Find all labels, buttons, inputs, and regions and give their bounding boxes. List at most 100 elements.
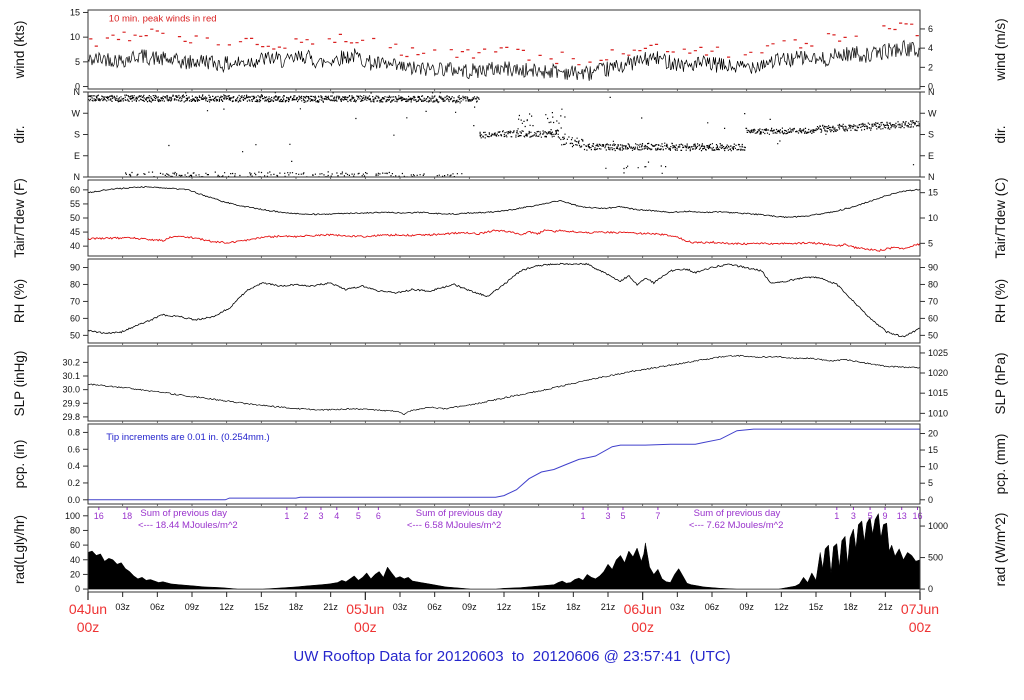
cum-label: 18 xyxy=(122,511,132,521)
time-label-minor: 15z xyxy=(254,602,269,612)
wind-plot-area xyxy=(88,22,920,81)
rad-annotation-4: Sum of previous day xyxy=(694,508,781,519)
ytick-left-label: 5 xyxy=(75,57,80,67)
series-wind-direction-band6 xyxy=(587,142,746,152)
time-label-minor: 09z xyxy=(739,602,754,612)
ytick-left-label: W xyxy=(72,108,81,118)
series-wind-direction-band9 xyxy=(815,120,920,133)
series-wind-direction-band0 xyxy=(88,94,480,104)
time-label-hour: 00z xyxy=(909,619,932,635)
time-label-date: 04Jun xyxy=(69,601,107,617)
time-label-date: 07Jun xyxy=(901,601,939,617)
panel-wind: 10 min. peak winds in red 0 5 10 15 0 2 4 6 wind … xyxy=(12,7,1008,91)
time-label-minor: 03z xyxy=(670,602,685,612)
chart-title: UW Rooftop Data for 20120603 to 20120606… xyxy=(293,648,731,665)
axis-title-left: pcp. (in) xyxy=(12,440,27,489)
time-label-minor: 12z xyxy=(219,602,234,612)
ytick-left-label: 30.0 xyxy=(62,385,80,395)
time-label-minor: 18z xyxy=(843,602,858,612)
ytick-left-label: 40 xyxy=(70,555,80,565)
ytick-right-label: S xyxy=(928,130,934,140)
time-label-minor: 18z xyxy=(289,602,304,612)
series-wind-speed xyxy=(88,39,920,81)
ytick-left-label: N xyxy=(74,172,81,182)
series-wind-direction-band2 xyxy=(479,129,559,139)
cum-label: 2 xyxy=(303,511,308,521)
cum-label: 1 xyxy=(581,511,586,521)
ytick-left-label: 80 xyxy=(70,525,80,535)
axis-title-right: rad (W/m^2) xyxy=(993,513,1008,587)
ytick-right-label: 1025 xyxy=(928,348,948,358)
rad-annotation-1: <--- 18.44 MJoules/m^2 xyxy=(138,520,238,531)
axis-title-right: wind (m/s) xyxy=(993,18,1008,81)
cum-label: 1 xyxy=(284,511,289,521)
ytick-left-label: N xyxy=(74,87,81,97)
cum-label: 7 xyxy=(655,511,660,521)
cum-label: 16 xyxy=(912,511,922,521)
pcp-annotation-0: Tip increments are 0.01 in. (0.254mm.) xyxy=(106,432,269,443)
ytick-right-label: 10 xyxy=(928,213,938,223)
ytick-right-label: 0 xyxy=(928,495,933,505)
panel-slp: 29.8 29.9 30.0 30.1 30.2 1010 1015 1020 1025 SLP … xyxy=(12,345,1008,423)
cum-label: 6 xyxy=(376,511,381,521)
pcp-plot-area xyxy=(88,428,920,501)
rh-border xyxy=(87,258,921,344)
panel-rad: Sum of previous day <--- 18.44 MJoules/m^… xyxy=(12,506,1008,594)
axis-title-right: dir. xyxy=(993,125,1008,143)
panel-pcp: Tip increments are 0.01 in. (0.254mm.) 0.… xyxy=(12,423,1008,506)
slp-plot-area xyxy=(88,354,920,416)
ytick-left-label: 20 xyxy=(70,569,80,579)
series-air-temperature xyxy=(88,186,920,219)
ytick-left-label: 0.4 xyxy=(67,461,80,471)
rad-annotation-2: Sum of previous day xyxy=(416,508,503,519)
ytick-right-label: E xyxy=(928,151,934,161)
time-label-minor: 09z xyxy=(185,602,200,612)
time-label-minor: 18z xyxy=(566,602,581,612)
ytick-left-label: 60 xyxy=(70,185,80,195)
ytick-left-label: 60 xyxy=(70,313,80,323)
axis-title-left: wind (kts) xyxy=(12,21,27,80)
ytick-right-label: 4 xyxy=(928,43,933,53)
ytick-right-label: 20 xyxy=(928,429,938,439)
time-label-minor: 06z xyxy=(705,602,720,612)
ytick-left-label: 0 xyxy=(75,584,80,594)
ytick-right-label: 5 xyxy=(928,238,933,248)
cum-label: 3 xyxy=(605,511,610,521)
ytick-right-label: W xyxy=(928,108,937,118)
ytick-left-label: 40 xyxy=(70,241,80,251)
ytick-left-label: 0 xyxy=(75,82,80,92)
cum-label: 13 xyxy=(897,511,907,521)
time-label-hour: 00z xyxy=(354,619,377,635)
panel-temp: 40 45 50 55 60 5 10 15 Tair/Tdew (F) Tair/Tdew (C… xyxy=(12,177,1008,258)
ytick-right-label: 10 xyxy=(928,462,938,472)
time-label-minor: 06z xyxy=(150,602,165,612)
series-relative-humidity xyxy=(88,262,920,338)
axis-title-right: pcp. (mm) xyxy=(993,434,1008,495)
rh-plot-area xyxy=(88,262,920,338)
cum-label: 3 xyxy=(318,511,323,521)
ytick-left-label: 29.8 xyxy=(62,412,80,422)
ytick-left-label: S xyxy=(74,130,80,140)
ytick-left-label: 60 xyxy=(70,540,80,550)
time-label-minor: 15z xyxy=(809,602,824,612)
time-label-minor: 21z xyxy=(601,602,616,612)
time-label-minor: 12z xyxy=(774,602,789,612)
time-label-minor: 03z xyxy=(115,602,130,612)
ytick-left-label: 30.2 xyxy=(62,357,80,367)
cum-label: 9 xyxy=(883,511,888,521)
ytick-right-label: 1015 xyxy=(928,388,948,398)
dir-plot-area xyxy=(88,92,920,177)
rad-plot-area xyxy=(88,512,920,590)
axis-title-left: SLP (inHg) xyxy=(12,351,27,417)
slp-border xyxy=(87,345,921,422)
time-label-minor: 21z xyxy=(323,602,338,612)
cum-label: 5 xyxy=(356,511,361,521)
axis-title-right: SLP (hPa) xyxy=(993,352,1008,414)
ytick-right-label: 70 xyxy=(928,296,938,306)
ytick-left-label: 80 xyxy=(70,279,80,289)
ytick-left-label: 0.8 xyxy=(67,427,80,437)
ytick-right-label: 60 xyxy=(928,313,938,323)
cum-label: 4 xyxy=(334,511,339,521)
series-wind-peaks-10min xyxy=(89,22,919,66)
